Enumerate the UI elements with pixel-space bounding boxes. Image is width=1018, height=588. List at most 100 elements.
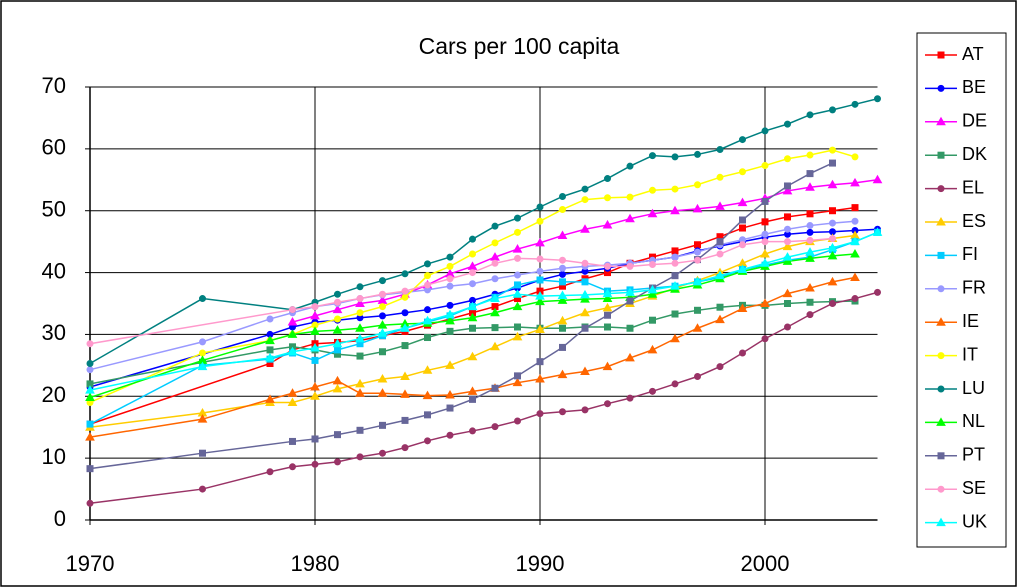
data-point [446, 253, 454, 261]
chart-title: Cars per 100 capita [419, 33, 620, 59]
data-point [851, 100, 859, 108]
data-point [602, 293, 613, 303]
legend-box [916, 32, 1007, 548]
data-point [874, 288, 881, 296]
data-point [851, 204, 859, 212]
data-point [829, 207, 836, 215]
data-point [670, 281, 680, 290]
legend-label: DE [962, 111, 987, 131]
data-point [197, 414, 208, 423]
data-point [694, 181, 701, 189]
data-point [310, 391, 320, 400]
data-point [647, 344, 658, 354]
data-point [334, 290, 341, 298]
y-tick-label: 30 [42, 320, 66, 345]
data-point [311, 356, 319, 364]
data-point [355, 323, 365, 332]
data-point [604, 194, 611, 202]
data-point [737, 264, 748, 273]
data-point [559, 270, 566, 278]
data-point [512, 301, 523, 311]
data-point [512, 377, 523, 387]
data-point [86, 340, 94, 348]
data-point [424, 411, 431, 419]
data-point [266, 315, 274, 323]
data-point [310, 310, 320, 320]
data-point [536, 203, 544, 211]
data-point [649, 152, 656, 160]
data-point [694, 256, 701, 264]
data-point [377, 320, 388, 329]
data-point [446, 262, 454, 270]
data-point [356, 295, 364, 303]
y-tick-label: 50 [42, 197, 66, 222]
data-point [739, 168, 746, 176]
data-point [445, 360, 455, 369]
data-point [535, 324, 545, 333]
data-point [356, 309, 364, 317]
series-line [89, 231, 878, 391]
data-point [401, 342, 409, 350]
data-point [85, 392, 95, 402]
data-point [829, 159, 836, 167]
legend-label: ES [962, 211, 986, 231]
data-point [604, 323, 611, 331]
legend-marker [937, 51, 945, 59]
data-point [649, 261, 656, 269]
data-point [671, 247, 679, 255]
data-point [604, 400, 611, 408]
legend-label: FI [962, 244, 978, 264]
data-point [469, 427, 476, 435]
y-tick-label: 70 [42, 73, 66, 98]
data-point [716, 250, 724, 258]
legend-marker [937, 251, 945, 259]
data-point [536, 358, 544, 366]
data-point [784, 238, 791, 246]
data-point [604, 311, 611, 319]
data-point [559, 278, 566, 286]
data-point [514, 323, 521, 331]
legend-label: SE [962, 478, 986, 498]
legend-label: FR [962, 278, 986, 298]
data-point [580, 224, 590, 233]
data-point [265, 335, 275, 345]
data-point [739, 224, 746, 232]
data-point [491, 259, 499, 267]
data-point [559, 205, 566, 213]
data-point [446, 431, 454, 439]
data-point [559, 192, 566, 200]
data-point [424, 272, 431, 280]
data-point [737, 197, 748, 207]
series-line [89, 237, 833, 345]
data-point [739, 216, 746, 224]
data-point [851, 295, 859, 303]
data-point [602, 361, 613, 371]
data-point [671, 153, 679, 161]
data-point [806, 228, 814, 236]
legend-label: UK [962, 511, 987, 531]
data-point [671, 259, 679, 267]
data-point [86, 465, 94, 473]
data-point [671, 380, 679, 388]
data-point [784, 120, 791, 128]
data-point [467, 301, 478, 311]
data-point [536, 255, 544, 263]
data-point [761, 162, 769, 170]
data-point [86, 420, 94, 428]
data-point [514, 254, 521, 262]
data-point [647, 289, 658, 298]
data-point [536, 267, 544, 275]
data-point [716, 303, 724, 311]
data-point [491, 423, 499, 431]
data-point [355, 378, 365, 388]
legend-marker [937, 151, 945, 159]
x-tick-label: 1980 [291, 551, 340, 576]
data-point [86, 499, 94, 507]
data-point [490, 307, 500, 317]
data-point [332, 383, 343, 393]
series-line [89, 231, 878, 425]
legend-label: DK [962, 144, 987, 164]
data-point [491, 384, 499, 392]
data-point [467, 351, 478, 361]
